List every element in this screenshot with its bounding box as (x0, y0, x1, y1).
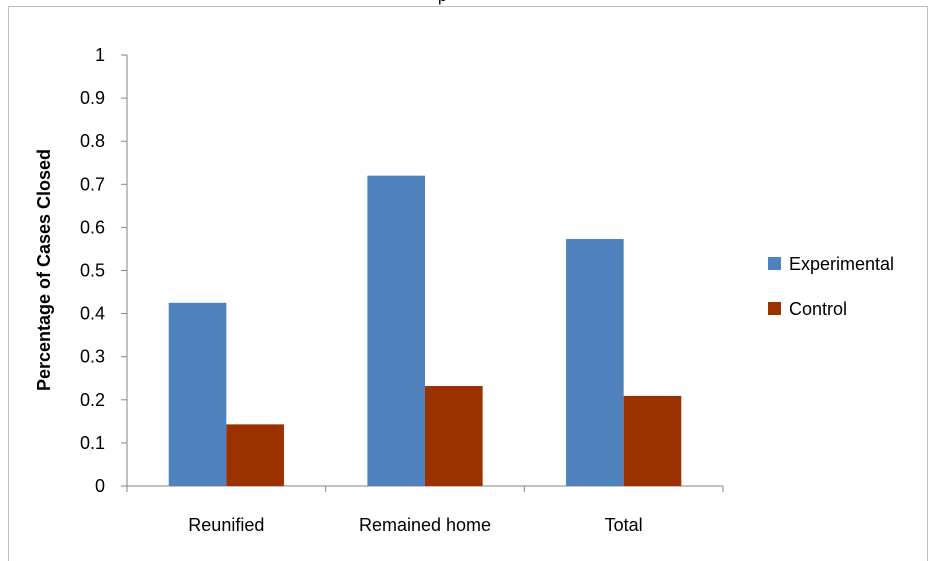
x-category-label: Reunified (188, 515, 264, 535)
y-axis-title: Percentage of Cases Closed (34, 149, 54, 391)
bar-control-2 (623, 395, 682, 486)
y-tick-label: 0.1 (80, 433, 105, 453)
y-tick-label: 0.5 (80, 261, 105, 281)
y-tick-label: 0.9 (80, 88, 105, 108)
bar-control-1 (425, 386, 483, 486)
labels: 0 0.1 0.2 0.3 0.4 0.5 0.6 0.7 0.8 0.9 1 Reunified Re… (80, 45, 643, 535)
bars (168, 175, 682, 486)
y-tick-label: 0.8 (80, 131, 105, 151)
y-tick-label: 0 (95, 476, 105, 496)
y-tick-label: 0.2 (80, 390, 105, 410)
chart-frame-left (8, 6, 9, 561)
legend-label-experimental: Experimental (789, 254, 894, 274)
y-tick-label: 1 (95, 45, 105, 65)
bar-experimental-2 (566, 239, 624, 486)
y-tick-label: 0.6 (80, 217, 105, 237)
x-category-label: Remained home (359, 515, 491, 535)
bar-experimental-0 (168, 302, 227, 486)
x-category-label: Total (605, 515, 643, 535)
chart-frame-top (8, 6, 928, 7)
y-tick-label: 0.3 (80, 347, 105, 367)
bar-experimental-1 (367, 175, 425, 486)
legend-swatch-control (768, 302, 781, 315)
y-tick-label: 0.4 (80, 304, 105, 324)
chart-title-fragment: p (0, 0, 936, 6)
legend-label-control: Control (789, 299, 847, 319)
legend: Experimental Control (768, 254, 894, 319)
y-tick-label: 0.7 (80, 174, 105, 194)
chart-frame-right (927, 6, 928, 561)
bar-control-0 (226, 424, 284, 486)
legend-swatch-experimental (768, 257, 781, 270)
